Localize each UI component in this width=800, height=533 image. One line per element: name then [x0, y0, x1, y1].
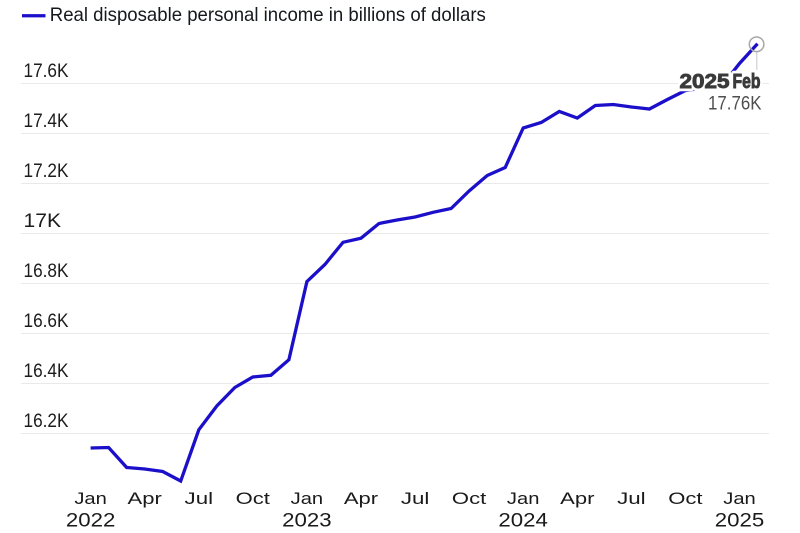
- svg-text:17.6K: 17.6K: [24, 60, 69, 82]
- svg-text:Jan: Jan: [74, 489, 107, 508]
- svg-text:Apr: Apr: [128, 489, 163, 508]
- svg-text:2024: 2024: [498, 510, 548, 532]
- svg-text:Jan: Jan: [723, 489, 756, 508]
- svg-text:Oct: Oct: [236, 489, 271, 508]
- svg-text:17.76K: 17.76K: [708, 94, 762, 115]
- svg-text:Jan: Jan: [291, 489, 324, 508]
- svg-text:Real disposable personal incom: Real disposable personal income in billi…: [50, 4, 486, 26]
- svg-text:Jan: Jan: [507, 489, 540, 508]
- svg-text:Feb: Feb: [733, 70, 761, 93]
- svg-text:17.4K: 17.4K: [24, 110, 69, 132]
- svg-text:17K: 17K: [24, 210, 62, 232]
- svg-text:2025: 2025: [680, 70, 730, 93]
- svg-text:17.2K: 17.2K: [24, 160, 69, 182]
- svg-text:Jul: Jul: [617, 489, 646, 508]
- svg-text:16.6K: 16.6K: [24, 310, 69, 332]
- svg-text:2025: 2025: [715, 510, 765, 532]
- svg-text:Oct: Oct: [668, 489, 703, 508]
- svg-text:Apr: Apr: [560, 489, 595, 508]
- svg-text:Apr: Apr: [344, 489, 379, 508]
- svg-text:16.8K: 16.8K: [24, 260, 69, 282]
- svg-text:2023: 2023: [282, 510, 332, 532]
- svg-text:2025: 2025: [680, 70, 730, 93]
- svg-text:Jul: Jul: [185, 489, 214, 508]
- svg-text:Oct: Oct: [452, 489, 487, 508]
- svg-text:Jul: Jul: [401, 489, 430, 508]
- svg-text:Feb: Feb: [733, 70, 761, 93]
- svg-text:2022: 2022: [66, 510, 116, 532]
- svg-text:16.2K: 16.2K: [24, 410, 69, 432]
- svg-text:16.4K: 16.4K: [24, 360, 69, 382]
